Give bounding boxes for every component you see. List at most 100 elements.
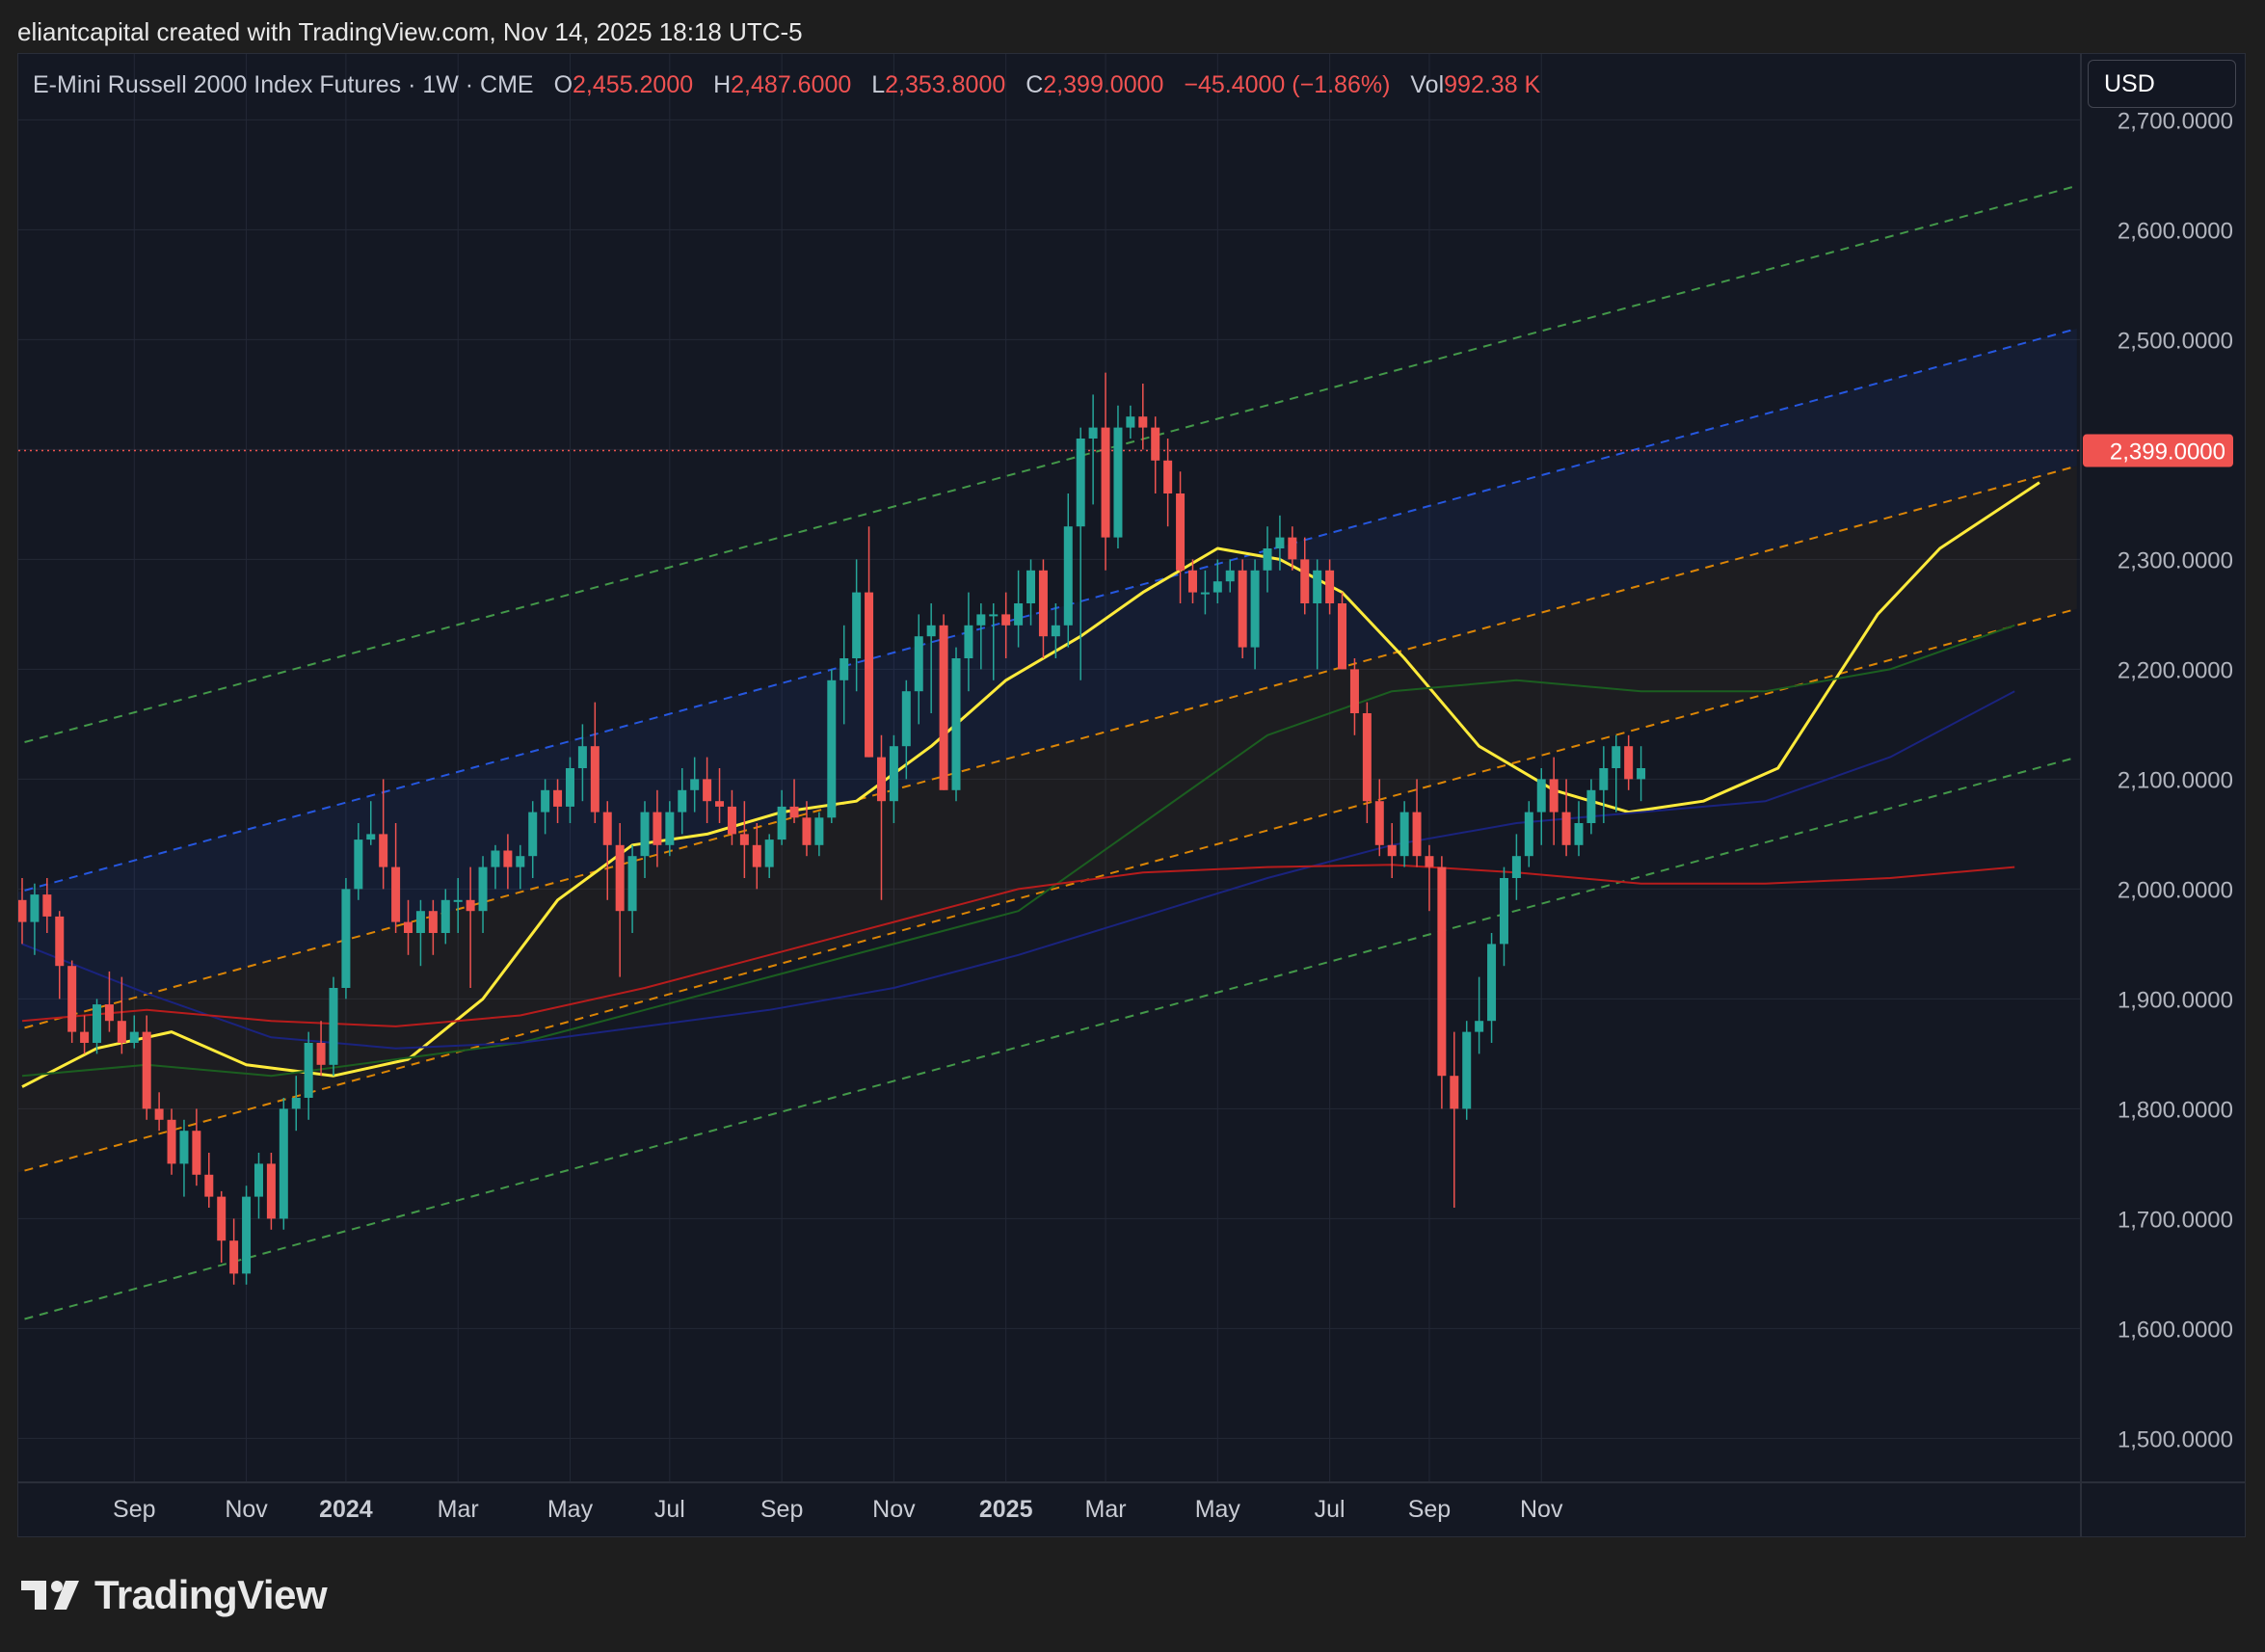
y-tick-label: 2,600.0000 bbox=[2118, 218, 2233, 244]
candle-body bbox=[678, 789, 687, 813]
candle-body bbox=[440, 899, 450, 933]
y-tick-label: 2,500.0000 bbox=[2118, 328, 2233, 354]
change-value: −45.4000 (−1.86%) bbox=[1184, 71, 1391, 98]
candle-body bbox=[1599, 768, 1609, 790]
candle-body bbox=[528, 812, 538, 857]
candle-body bbox=[55, 916, 65, 967]
candle-body bbox=[1076, 439, 1085, 527]
candle-body bbox=[253, 1163, 263, 1197]
candle-body bbox=[1574, 823, 1584, 845]
candle-body bbox=[1637, 768, 1646, 780]
candle-body bbox=[167, 1119, 176, 1164]
candle-body bbox=[789, 806, 799, 818]
tradingview-logo-icon bbox=[21, 1581, 79, 1610]
candle-body bbox=[491, 850, 500, 867]
candle-body bbox=[1126, 416, 1135, 428]
candle-body bbox=[154, 1108, 164, 1120]
candle-body bbox=[665, 812, 675, 845]
candle-body bbox=[379, 834, 388, 867]
channel-line-upper-outer bbox=[18, 184, 2078, 745]
candle-body bbox=[329, 988, 338, 1065]
candle-body bbox=[1288, 537, 1297, 560]
candle-body bbox=[1586, 789, 1596, 823]
candle-body bbox=[30, 894, 40, 922]
price-chart[interactable]: 1,500.0000 1,600.0000 1,700.0000 1,800.0000… bbox=[18, 54, 2246, 1537]
candle-body bbox=[1151, 427, 1160, 461]
candle-body bbox=[577, 746, 587, 768]
channel-line-lower-outer bbox=[18, 756, 2078, 1322]
channel-mid-band bbox=[18, 466, 2077, 1173]
candle-body bbox=[602, 812, 612, 845]
candle-body bbox=[1536, 779, 1546, 813]
candle-body bbox=[565, 768, 574, 807]
candle-body bbox=[640, 812, 650, 857]
low-value: 2,353.8000 bbox=[885, 71, 1006, 98]
volume-value: 992.38 K bbox=[1444, 71, 1541, 98]
high-label: H bbox=[713, 71, 732, 98]
x-tick-label: 2024 bbox=[319, 1496, 373, 1523]
candle-body bbox=[1187, 570, 1197, 593]
brand-name: TradingView bbox=[94, 1572, 328, 1617]
candle-body bbox=[889, 746, 898, 802]
candle-body bbox=[1250, 570, 1260, 648]
candle-body bbox=[42, 894, 52, 917]
candle-body bbox=[1362, 713, 1372, 802]
candle-body bbox=[1263, 548, 1272, 571]
candle-body bbox=[478, 866, 488, 912]
candle-body bbox=[989, 614, 999, 617]
candle-body bbox=[179, 1131, 189, 1164]
candle-body bbox=[391, 866, 401, 922]
y-tick-label: 2,200.0000 bbox=[2118, 657, 2233, 683]
candle-body bbox=[117, 1021, 126, 1043]
candle-body bbox=[192, 1131, 201, 1175]
candle-body bbox=[104, 1004, 114, 1022]
x-tick-label: Sep bbox=[1408, 1496, 1451, 1523]
candle-body bbox=[129, 1031, 139, 1043]
candle-body bbox=[453, 899, 463, 902]
y-tick-label: 1,900.0000 bbox=[2118, 987, 2233, 1013]
candle-body bbox=[1014, 603, 1024, 626]
candle-body bbox=[341, 889, 351, 988]
y-tick-label: 2,300.0000 bbox=[2118, 547, 2233, 573]
candle-body bbox=[1374, 801, 1384, 845]
candle-body bbox=[627, 856, 637, 912]
candle-body bbox=[279, 1108, 288, 1219]
candle-body bbox=[1524, 812, 1533, 857]
candle-body bbox=[304, 1043, 313, 1098]
candle-body bbox=[852, 592, 862, 658]
candle-body bbox=[1275, 537, 1285, 548]
x-tick-label: Nov bbox=[225, 1496, 268, 1523]
close-value: 2,399.0000 bbox=[1043, 71, 1164, 98]
x-tick-label: Sep bbox=[760, 1496, 803, 1523]
candle-body bbox=[1624, 746, 1634, 780]
candle-body bbox=[1399, 812, 1409, 857]
tradingview-brand: TradingView bbox=[21, 1571, 328, 1619]
channel-line-mid-upper bbox=[18, 465, 2078, 1031]
candle-body bbox=[354, 839, 363, 890]
currency-selector[interactable]: USD bbox=[2088, 60, 2236, 108]
candle-body bbox=[541, 789, 550, 813]
candle-body bbox=[752, 844, 761, 867]
candle-body bbox=[777, 806, 786, 840]
x-tick-label: Sep bbox=[113, 1496, 155, 1523]
candle-body bbox=[1163, 460, 1173, 493]
last-price-label: 2,399.0000 bbox=[2110, 440, 2225, 466]
moving-average-0 bbox=[21, 481, 2040, 1088]
candle-body bbox=[1051, 625, 1060, 637]
open-value: 2,455.2000 bbox=[573, 71, 694, 98]
candle-body bbox=[1101, 427, 1110, 538]
symbol-description[interactable]: E-Mini Russell 2000 Index Futures · 1W ·… bbox=[33, 71, 534, 98]
candle-body bbox=[404, 921, 413, 933]
candle-body bbox=[1437, 866, 1447, 1077]
candle-body bbox=[1338, 603, 1347, 670]
candle-body bbox=[926, 625, 936, 637]
candle-body bbox=[142, 1031, 151, 1109]
x-tick-label: Nov bbox=[872, 1496, 916, 1523]
candle-body bbox=[1238, 570, 1247, 648]
y-tick-label: 2,100.0000 bbox=[2118, 767, 2233, 793]
candle-body bbox=[1113, 427, 1123, 538]
chart-panel[interactable]: 1,500.0000 1,600.0000 1,700.0000 1,800.0000… bbox=[17, 53, 2246, 1537]
candle-body bbox=[1450, 1076, 1459, 1109]
candle-body bbox=[466, 899, 475, 912]
candle-body bbox=[653, 812, 662, 845]
